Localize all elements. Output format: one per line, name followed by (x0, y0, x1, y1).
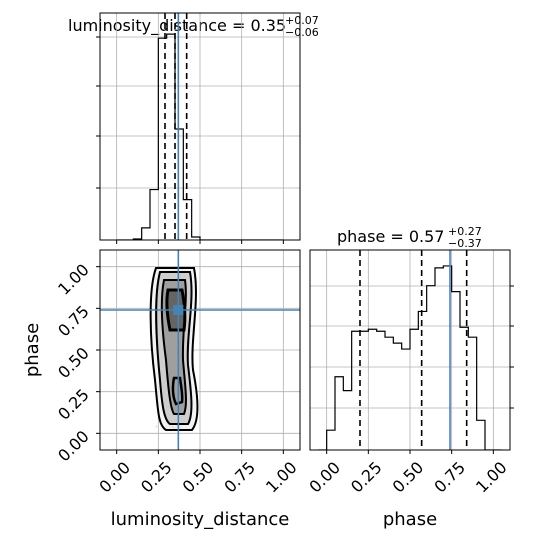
title-luminosity-distance-main: luminosity_distance = 0.35 (68, 16, 286, 36)
y-tick-label-phase: 0.25 (54, 385, 93, 424)
p2-contour-inner-low (171, 376, 184, 406)
x-tick-label-luminosity-distance: 0.50 (179, 458, 218, 497)
x-tick-label-phase: 1.00 (472, 458, 511, 497)
x-tick-label-luminosity-distance: 1.00 (262, 458, 301, 497)
scatter-point (155, 425, 158, 428)
title-phase: phase = 0.57 +0.27 −0.37 (337, 225, 482, 250)
tick-labels: 0.00 0.25 0.50 0.75 1.00 0.00 0.25 0.50 0.75 1.00… (54, 260, 510, 496)
scatter-density-2d (96, 249, 301, 454)
y-axis-label-phase: phase (22, 323, 43, 377)
x-tick-label-luminosity-distance: 0.75 (220, 458, 259, 497)
title-phase-minus: −0.37 (448, 237, 482, 250)
x-tick-label-phase: 0.25 (347, 458, 386, 497)
histogram-phase (309, 249, 514, 454)
x-tick-label-phase: 0.00 (305, 458, 344, 497)
p2-truth-marker (173, 305, 184, 315)
x-axis-label-luminosity-distance: luminosity_distance (111, 509, 290, 530)
title-luminosity-distance-plus: +0.07 (285, 14, 319, 27)
x-axis-label-phase: phase (383, 509, 437, 530)
h1-histogram-step (116, 33, 284, 240)
title-phase-main: phase = 0.57 (337, 227, 444, 246)
x-tick-label-luminosity-distance: 0.25 (137, 458, 176, 497)
h2-histogram-step (318, 265, 502, 450)
x-tick-label-luminosity-distance: 0.00 (95, 458, 134, 497)
y-tick-label-phase: 0.50 (54, 343, 93, 382)
y-tick-label-phase: 0.75 (54, 302, 93, 341)
title-phase-plus: +0.27 (448, 225, 482, 238)
x-tick-label-phase: 0.75 (430, 458, 469, 497)
title-luminosity-distance: luminosity_distance = 0.35 +0.07 −0.06 (68, 14, 319, 39)
y-tick-label-phase: 0.00 (54, 427, 93, 466)
histogram-luminosity-distance (96, 12, 301, 244)
x-tick-label-phase: 0.50 (389, 458, 428, 497)
title-luminosity-distance-minus: −0.06 (285, 26, 319, 39)
y-tick-label-phase: 1.00 (54, 260, 93, 299)
